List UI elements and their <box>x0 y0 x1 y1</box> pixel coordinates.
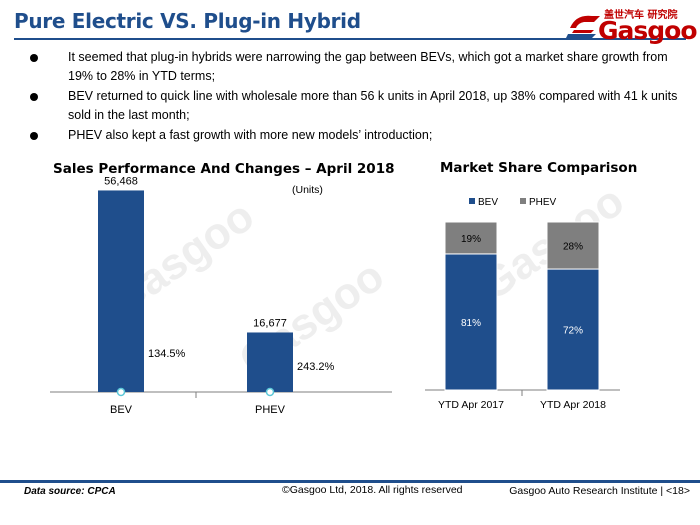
sales-chart-title: Sales Performance And Changes – April 20… <box>53 161 395 177</box>
change-label: 134.5% <box>148 348 186 360</box>
change-label-bg <box>295 359 335 374</box>
institute-page-number: Gasgoo Auto Research Institute | <18> <box>509 485 690 497</box>
category-label: YTD Apr 2018 <box>540 399 606 411</box>
bar-value-label: 16,677 <box>253 317 287 329</box>
change-label: 243.2% <box>297 361 335 373</box>
legend-swatch <box>469 198 475 204</box>
change-label-bg <box>146 346 186 361</box>
category-label: BEV <box>110 404 133 416</box>
footer-divider <box>0 480 700 483</box>
bar-bev <box>98 190 144 392</box>
segment-label: 28% <box>563 242 583 253</box>
data-source: Data source: CPCA <box>24 486 116 497</box>
logo-mark-icon <box>566 15 600 38</box>
stack-segment-phev <box>444 221 498 255</box>
bullet-item: It seemed that plug-in hybrids were narr… <box>30 48 680 86</box>
stack-segment-phev <box>546 221 600 270</box>
bullet-list: It seemed that plug-in hybrids were narr… <box>30 48 680 146</box>
legend-label: PHEV <box>529 197 557 208</box>
change-marker <box>116 387 126 397</box>
bullet-dot-icon <box>30 132 38 140</box>
change-marker <box>265 387 275 397</box>
logo-chinese-text: 盖世汽车 研究院 <box>604 10 678 21</box>
legend-swatch <box>520 198 526 204</box>
segment-label: 19% <box>461 234 481 245</box>
gasgoo-logo: 盖世汽车 研究院 Gasgoo <box>566 6 698 45</box>
footer: Data source: CPCA ©Gasgoo Ltd, 2018. All… <box>0 483 700 525</box>
bullet-item: PHEV also kept a fast growth with more n… <box>30 126 680 145</box>
segment-label: 72% <box>563 326 583 337</box>
bullet-dot-icon <box>30 54 38 62</box>
bullet-text: BEV returned to quick line with wholesal… <box>68 89 678 122</box>
bar-phev <box>247 332 293 392</box>
bullet-text: It seemed that plug-in hybrids were narr… <box>68 50 668 83</box>
legend-label: BEV <box>478 197 498 208</box>
copyright: ©Gasgoo Ltd, 2018. All rights reserved <box>282 484 463 496</box>
units-label: (Units) <box>292 184 323 196</box>
share-chart-title: Market Share Comparison <box>440 160 638 176</box>
category-label: PHEV <box>255 404 286 416</box>
category-label: YTD Apr 2017 <box>438 399 504 411</box>
segment-label: 81% <box>461 318 481 329</box>
page-title: Pure Electric VS. Plug-in Hybrid <box>14 9 361 33</box>
bullet-dot-icon <box>30 93 38 101</box>
stack-segment-bev <box>546 268 600 391</box>
title-divider <box>14 38 686 40</box>
bar-value-label: 56,468 <box>104 175 138 187</box>
logo-wordmark: Gasgoo <box>598 16 698 45</box>
bullet-item: BEV returned to quick line with wholesal… <box>30 87 680 125</box>
bullet-text: PHEV also kept a fast growth with more n… <box>68 128 433 142</box>
stack-segment-bev <box>444 253 498 391</box>
